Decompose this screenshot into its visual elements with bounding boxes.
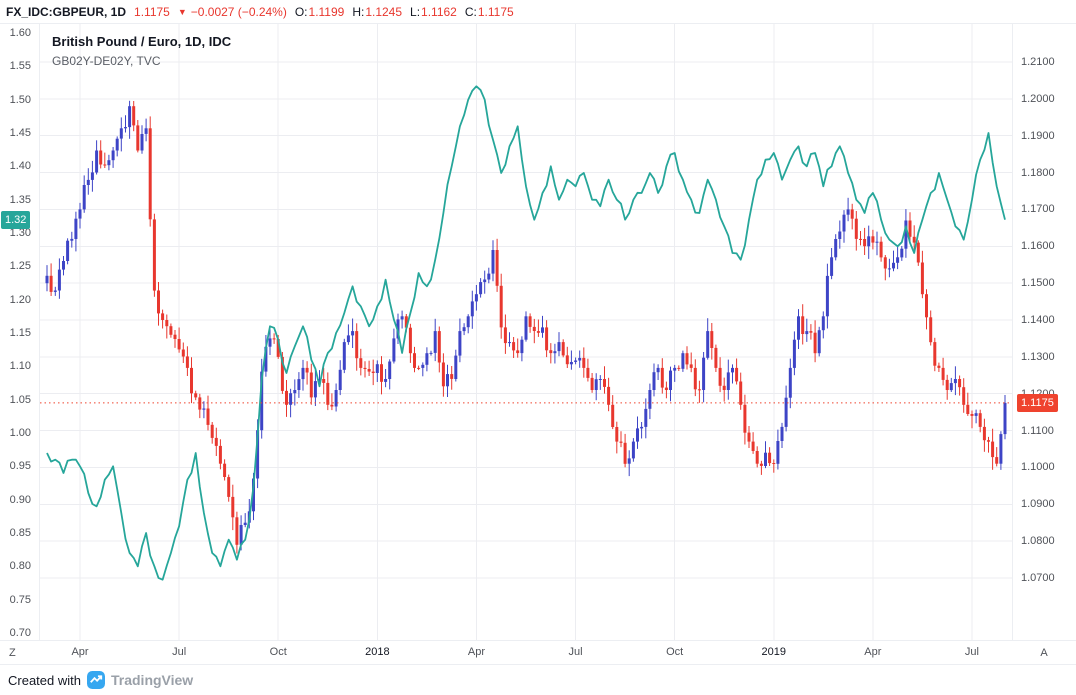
left-axis-tick: 1.00: [9, 427, 31, 439]
left-axis-tick: 1.20: [9, 293, 31, 306]
right-axis-tick: 1.1300: [1021, 350, 1055, 363]
close-label: C:: [464, 4, 477, 19]
high-value: 1.1245: [365, 4, 403, 19]
time-axis[interactable]: Apr Jul Oct 2018 Apr Jul Oct 2019 Apr Jul: [40, 641, 1012, 664]
right-axis-tick: 1.1700: [1021, 203, 1055, 216]
time-axis-tick: Apr: [467, 646, 485, 658]
change-direction-icon: ▼: [177, 6, 187, 17]
left-axis-tick: 0.85: [9, 527, 31, 539]
time-axis-row: Z Apr Jul Oct 2018 Apr Jul Oct 2019 Apr Jul A: [0, 640, 1076, 664]
right-axis-tick: 1.0700: [1021, 572, 1055, 584]
left-axis-tick: 1.25: [9, 260, 31, 273]
time-axis-tick: Apr: [71, 646, 89, 658]
chart-plot[interactable]: British Pound / Euro, 1D, IDC GB02Y-DE02…: [40, 24, 1012, 640]
right-axis-tick: 1.1100: [1021, 424, 1054, 437]
low-value: 1.1162: [421, 4, 457, 19]
close-pair: C: 1.1175: [465, 5, 514, 19]
right-axis-tick: 1.1800: [1021, 166, 1055, 179]
left-axis-tick: 1.55: [9, 60, 31, 73]
time-axis-tick: Apr: [864, 646, 882, 658]
left-axis-tick: 1.35: [9, 193, 31, 206]
chart-legend: British Pound / Euro, 1D, IDC GB02Y-DE02…: [52, 32, 231, 70]
symbol-title[interactable]: FX_IDC:GBPEUR, 1D: [6, 4, 127, 19]
time-axis-tick: Jul: [568, 646, 583, 658]
legend-main-series[interactable]: British Pound / Euro, 1D, IDC: [52, 34, 232, 49]
high-pair: H: 1.1245: [352, 5, 402, 19]
time-axis-tick: Jul: [172, 646, 187, 658]
left-axis-tick: 0.70: [9, 627, 31, 639]
right-axis-tick: 1.1900: [1021, 129, 1055, 142]
left-axis-tick: 1.30: [9, 227, 31, 239]
time-axis-tick: Oct: [269, 646, 287, 658]
chart-canvas[interactable]: [40, 24, 1012, 640]
left-axis-tick: 1.50: [9, 93, 31, 106]
open-value: 1.1199: [308, 4, 345, 19]
timezone-button[interactable]: Z: [9, 646, 16, 659]
left-axis-tick: 1.60: [9, 27, 31, 39]
open-pair: O: 1.1199: [295, 5, 344, 19]
time-axis-tick: 2018: [365, 646, 390, 658]
spread-value-badge: 1.32: [1, 210, 31, 229]
right-price-axis[interactable]: 1.1175 1.2100 1.2000 1.1900 1.1800 1.1700 1.1…: [1012, 24, 1076, 640]
tradingview-brand-link[interactable]: TradingView: [110, 672, 194, 688]
left-axis-tick: 1.10: [9, 360, 31, 373]
right-axis-tick: 1.0800: [1021, 535, 1055, 548]
close-value: 1.1175: [477, 4, 514, 19]
time-axis-tick: Jul: [964, 646, 979, 658]
change-value: −0.0027 (−0.24%): [190, 4, 287, 19]
open-label: O:: [294, 4, 308, 19]
left-axis-tick: 0.80: [9, 560, 31, 573]
attribution-bar: Created with TradingView: [0, 664, 1076, 695]
left-price-axis[interactable]: 1.32 1.60 1.55 1.50 1.45 1.40 1.35 1.30 1.25 1.2…: [0, 24, 40, 640]
left-axis-tick: 0.90: [9, 493, 31, 506]
left-axis-tick: 1.15: [9, 327, 31, 339]
left-axis-tick: 0.75: [9, 593, 31, 606]
auto-scale-button[interactable]: A: [1040, 646, 1048, 659]
left-axis-tick: 1.05: [9, 393, 31, 406]
low-label: L:: [410, 4, 421, 19]
high-label: H:: [352, 4, 365, 19]
left-axis-tick: 1.45: [9, 127, 31, 139]
left-axis-tick: 0.95: [9, 460, 31, 473]
last-price: 1.1175: [134, 4, 170, 19]
right-axis-tick: 1.1600: [1021, 240, 1055, 253]
right-axis-tick: 1.1500: [1021, 277, 1055, 290]
last-price-badge: 1.1175: [1017, 393, 1058, 412]
right-axis-tick: 1.2100: [1021, 56, 1055, 68]
right-axis-tick: 1.1000: [1021, 461, 1055, 474]
tradingview-logo-icon[interactable]: [86, 671, 105, 689]
left-axis-tick: 1.40: [9, 160, 31, 173]
right-axis-tick: 1.2000: [1021, 92, 1055, 105]
right-axis-tick: 1.0900: [1021, 498, 1055, 511]
symbol-info-bar: FX_IDC:GBPEUR, 1D 1.1175 ▼ −0.0027 (−0.2…: [0, 0, 1076, 24]
time-axis-tick: Oct: [666, 646, 684, 658]
chart-area: 1.32 1.60 1.55 1.50 1.45 1.40 1.35 1.30 1.25 1.2…: [0, 24, 1076, 640]
right-axis-tick: 1.1400: [1021, 314, 1055, 326]
low-pair: L: 1.1162: [410, 5, 457, 19]
time-axis-tick: 2019: [761, 646, 786, 658]
legend-compare-series[interactable]: GB02Y-DE02Y, TVC: [52, 54, 161, 68]
created-with-label: Created with: [8, 672, 81, 688]
